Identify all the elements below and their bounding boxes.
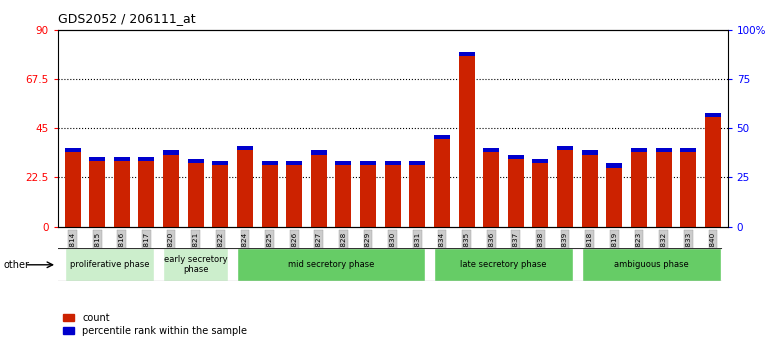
Bar: [237, 146, 253, 227]
Bar: [459, 52, 474, 227]
Bar: [311, 150, 326, 227]
Bar: [360, 161, 376, 165]
Bar: [705, 113, 721, 227]
Bar: [286, 161, 302, 165]
Bar: [262, 161, 277, 227]
Text: late secretory phase: late secretory phase: [460, 260, 547, 269]
Bar: [557, 146, 573, 150]
Bar: [311, 150, 326, 154]
Bar: [65, 148, 81, 152]
Bar: [336, 161, 351, 165]
Text: mid secretory phase: mid secretory phase: [288, 260, 374, 269]
Bar: [262, 161, 277, 165]
Bar: [606, 163, 622, 168]
Bar: [581, 248, 721, 281]
Text: early secretory
phase: early secretory phase: [164, 255, 227, 274]
Bar: [163, 150, 179, 154]
Bar: [581, 150, 598, 154]
Bar: [484, 148, 499, 227]
Bar: [188, 159, 204, 227]
Text: GDS2052 / 206111_at: GDS2052 / 206111_at: [58, 12, 196, 25]
Bar: [434, 135, 450, 139]
Bar: [533, 159, 548, 227]
Bar: [581, 150, 598, 227]
Bar: [680, 148, 696, 152]
Bar: [286, 161, 302, 227]
Bar: [557, 146, 573, 227]
Bar: [89, 157, 105, 161]
Bar: [163, 248, 228, 281]
Bar: [434, 135, 450, 227]
Bar: [139, 157, 155, 227]
Bar: [655, 148, 671, 152]
Bar: [114, 157, 130, 161]
Bar: [237, 146, 253, 150]
Bar: [139, 157, 155, 161]
Bar: [606, 163, 622, 227]
Bar: [213, 161, 228, 227]
Text: other: other: [4, 260, 30, 270]
Bar: [434, 248, 573, 281]
Bar: [410, 161, 425, 227]
Bar: [114, 157, 130, 227]
Bar: [385, 161, 400, 227]
Bar: [385, 161, 400, 165]
Bar: [508, 154, 524, 159]
Bar: [336, 161, 351, 227]
Bar: [65, 148, 81, 227]
Bar: [459, 52, 474, 56]
Bar: [705, 113, 721, 118]
Bar: [631, 148, 647, 227]
Text: proliferative phase: proliferative phase: [70, 260, 149, 269]
Bar: [188, 159, 204, 163]
Bar: [410, 161, 425, 165]
Bar: [680, 148, 696, 227]
Bar: [655, 148, 671, 227]
Bar: [89, 157, 105, 227]
Legend: count, percentile rank within the sample: count, percentile rank within the sample: [62, 313, 247, 336]
Bar: [213, 161, 228, 165]
Bar: [508, 154, 524, 227]
Text: ambiguous phase: ambiguous phase: [614, 260, 688, 269]
Bar: [163, 150, 179, 227]
Bar: [237, 248, 425, 281]
Bar: [631, 148, 647, 152]
Bar: [533, 159, 548, 163]
Bar: [65, 248, 155, 281]
Bar: [360, 161, 376, 227]
Bar: [484, 148, 499, 152]
